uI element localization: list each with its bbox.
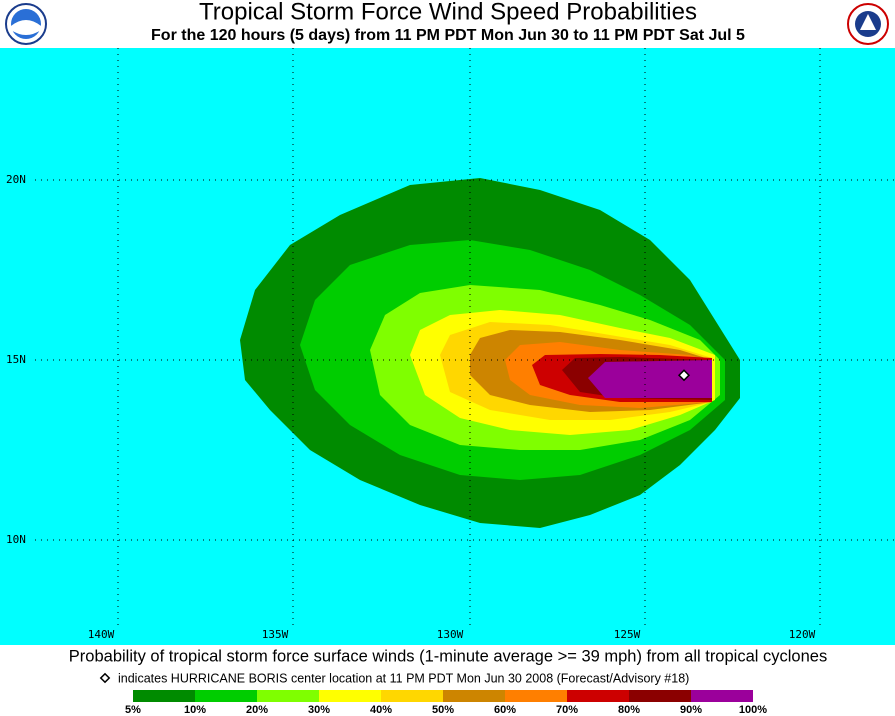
colorbar-label: 60% <box>494 704 516 716</box>
graticule <box>35 48 895 625</box>
colorbar-label: 100% <box>739 704 767 716</box>
colorbar-label: 80% <box>618 704 640 716</box>
colorbar-label: 40% <box>370 704 392 716</box>
lon-label: 130W <box>437 628 464 641</box>
lon-label: 140W <box>88 628 115 641</box>
header-bg <box>0 0 895 48</box>
lat-label: 10N <box>6 533 26 546</box>
lon-label: 125W <box>614 628 641 641</box>
colorbar-label: 5% <box>125 704 141 716</box>
colorbar: 5% 10% 20% 30% 40% 50% 60% 70% 80% 90% 100% <box>125 690 767 716</box>
colorbar-swatch <box>319 690 381 702</box>
note: indicates HURRICANE BORIS center locatio… <box>118 671 689 685</box>
lat-label: 20N <box>6 173 26 186</box>
colorbar-swatch <box>195 690 257 702</box>
colorbar-label: 50% <box>432 704 454 716</box>
noaa-logo <box>5 3 47 45</box>
lon-label: 120W <box>789 628 816 641</box>
lat-label: 15N <box>6 353 26 366</box>
colorbar-label: 90% <box>680 704 702 716</box>
colorbar-swatch <box>691 690 753 702</box>
colorbar-swatch <box>133 690 195 702</box>
note-symbol <box>99 672 111 684</box>
colorbar-swatch <box>567 690 629 702</box>
colorbar-label: 30% <box>308 704 330 716</box>
colorbar-swatch <box>257 690 319 702</box>
contour <box>588 360 712 398</box>
nws-logo <box>847 3 889 45</box>
colorbar-label: 20% <box>246 704 268 716</box>
subtitle: For the 120 hours (5 days) from 11 PM PD… <box>151 27 745 44</box>
colorbar-swatch <box>381 690 443 702</box>
title: Tropical Storm Force Wind Speed Probabil… <box>199 0 697 25</box>
caption: Probability of tropical storm force surf… <box>69 647 827 665</box>
lon-label: 135W <box>262 628 289 641</box>
colorbar-label: 10% <box>184 704 206 716</box>
storm-center <box>677 369 691 382</box>
colorbar-label: 70% <box>556 704 578 716</box>
colorbar-swatch <box>443 690 505 702</box>
colorbar-swatch <box>629 690 691 702</box>
probability-contours <box>240 178 740 528</box>
colorbar-swatch <box>505 690 567 702</box>
